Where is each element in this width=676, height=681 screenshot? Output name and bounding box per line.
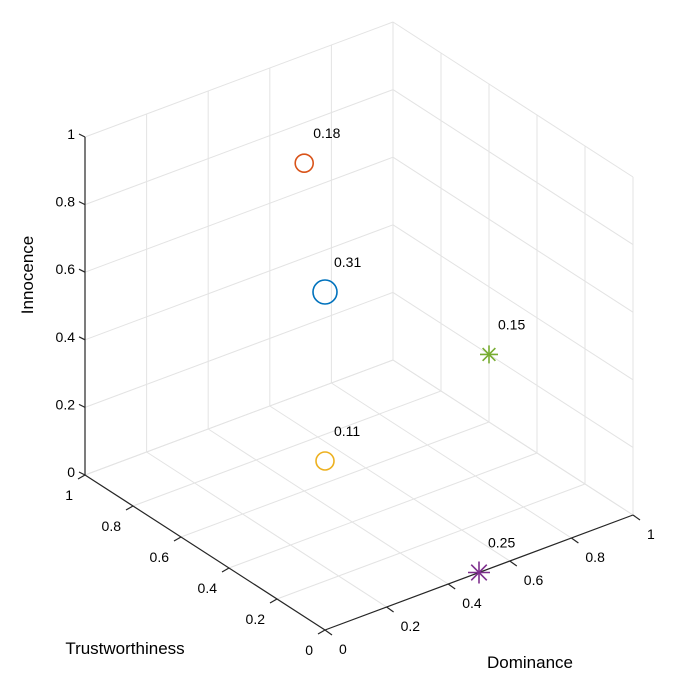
x-tick-mark <box>386 606 394 613</box>
y-axis-label: Trustworthiness <box>65 639 184 658</box>
y-tick-label: 0.4 <box>198 580 218 596</box>
back-wall-grid-line <box>84 359 394 476</box>
data-point-label: 0.25 <box>488 535 515 551</box>
data-point-asterisk <box>480 345 498 364</box>
z-axis-label: Innocence <box>18 236 37 314</box>
floor-grid-line <box>269 405 511 562</box>
side-wall-grid-line <box>392 89 634 246</box>
z-tick-mark <box>78 336 86 341</box>
x-tick-label: 0.4 <box>462 595 482 611</box>
z-tick-mark <box>78 268 86 273</box>
asterisk-stroke <box>470 564 488 581</box>
back-wall-grid-line <box>84 224 394 341</box>
floor-grid-line <box>132 390 442 507</box>
y-tick-mark <box>125 505 134 511</box>
y-tick-mark <box>173 536 182 542</box>
y-tick-label: 0.8 <box>102 518 122 534</box>
y-axis-line <box>84 474 326 631</box>
x-tick-label: 1 <box>647 526 655 542</box>
x-tick-label: 0 <box>339 641 347 657</box>
x-axis-label: Dominance <box>487 653 573 672</box>
data-point-circle <box>294 153 315 173</box>
side-wall-grid-line <box>392 21 634 178</box>
tick-layer: 00.20.40.60.8100.20.40.60.8100.20.40.60.… <box>56 126 655 658</box>
mark-layer: 0.31 0.18 0.11 0.15 0.25 <box>294 125 525 584</box>
grid-layer <box>84 21 634 631</box>
data-point-label: 0.15 <box>498 316 525 332</box>
y-tick-label: 1 <box>65 487 73 503</box>
z-tick-label: 1 <box>67 126 75 142</box>
floor-grid-line <box>207 428 449 585</box>
asterisk-stroke <box>482 347 496 362</box>
x-tick-label: 0.6 <box>524 572 544 588</box>
data-point-asterisk <box>468 561 490 584</box>
floor-grid-line <box>180 421 490 538</box>
y-tick-label: 0.2 <box>246 611 266 627</box>
floor-grid-line <box>228 452 538 569</box>
data-point-circle <box>312 279 338 305</box>
y-tick-mark <box>269 598 278 604</box>
x-tick-mark <box>447 583 456 590</box>
back-wall-grid-line <box>84 89 394 206</box>
z-tick-label: 0.6 <box>56 261 76 277</box>
y-tick-label: 0 <box>305 642 313 658</box>
z-tick-label: 0.8 <box>56 194 76 210</box>
side-wall-grid-line <box>392 224 634 381</box>
z-tick-mark <box>78 471 86 476</box>
z-tick-label: 0.2 <box>56 396 76 412</box>
x-tick-mark <box>571 537 579 544</box>
z-tick-label: 0 <box>67 464 75 480</box>
z-tick-label: 0.4 <box>56 329 76 345</box>
side-wall-grid-line <box>392 156 634 313</box>
x-tick-label: 0.8 <box>585 549 605 565</box>
x-tick-mark <box>324 629 333 636</box>
y-tick-mark <box>77 474 86 480</box>
back-wall-grid-line <box>84 291 394 408</box>
z-tick-mark <box>78 403 86 408</box>
floor-grid-line <box>276 483 586 600</box>
back-wall-grid-line <box>84 21 394 138</box>
back-wall-grid-line <box>84 156 394 273</box>
x-tick-label: 0.2 <box>401 618 421 634</box>
side-wall-grid-line <box>392 359 634 516</box>
floor-grid-line <box>331 382 572 539</box>
z-tick-mark <box>78 201 86 206</box>
y-tick-mark <box>317 629 326 635</box>
side-wall-grid-line <box>392 291 634 448</box>
floor-grid-line <box>146 451 387 608</box>
data-point-circle <box>315 451 335 471</box>
y-tick-label: 0.6 <box>150 549 170 565</box>
data-point-label: 0.11 <box>334 423 360 439</box>
z-tick-mark <box>78 133 86 138</box>
x-tick-mark <box>509 560 518 567</box>
data-point-label: 0.31 <box>334 254 361 270</box>
data-point-label: 0.18 <box>313 125 340 141</box>
x-tick-mark <box>632 514 641 521</box>
y-tick-mark <box>221 567 230 573</box>
